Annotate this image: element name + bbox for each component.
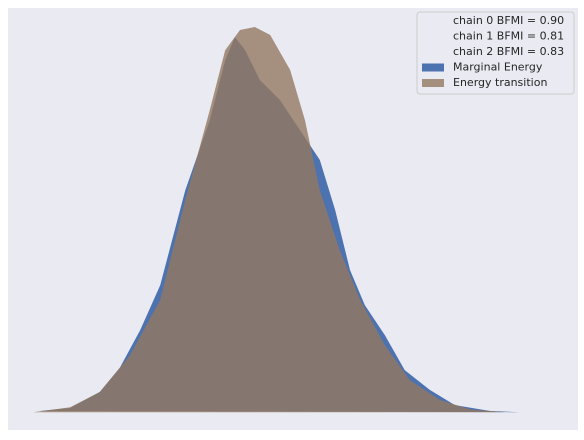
- legend-label: chain 2 BFMI = 0.83: [453, 45, 564, 58]
- marks: [33, 26, 551, 413]
- legend-swatch: [422, 63, 444, 72]
- legend-label: chain 0 BFMI = 0.90: [453, 14, 564, 27]
- legend-label: chain 1 BFMI = 0.81: [453, 30, 564, 43]
- legend-swatch: [422, 79, 444, 87]
- legend-box: [416, 11, 575, 95]
- legend-label: Marginal Energy: [453, 61, 543, 74]
- area: [33, 26, 506, 413]
- legend: chain 0 BFMI = 0.90 chain 1 BFMI = 0.81 ch…: [416, 11, 575, 95]
- legend-label: Energy transition: [453, 76, 547, 89]
